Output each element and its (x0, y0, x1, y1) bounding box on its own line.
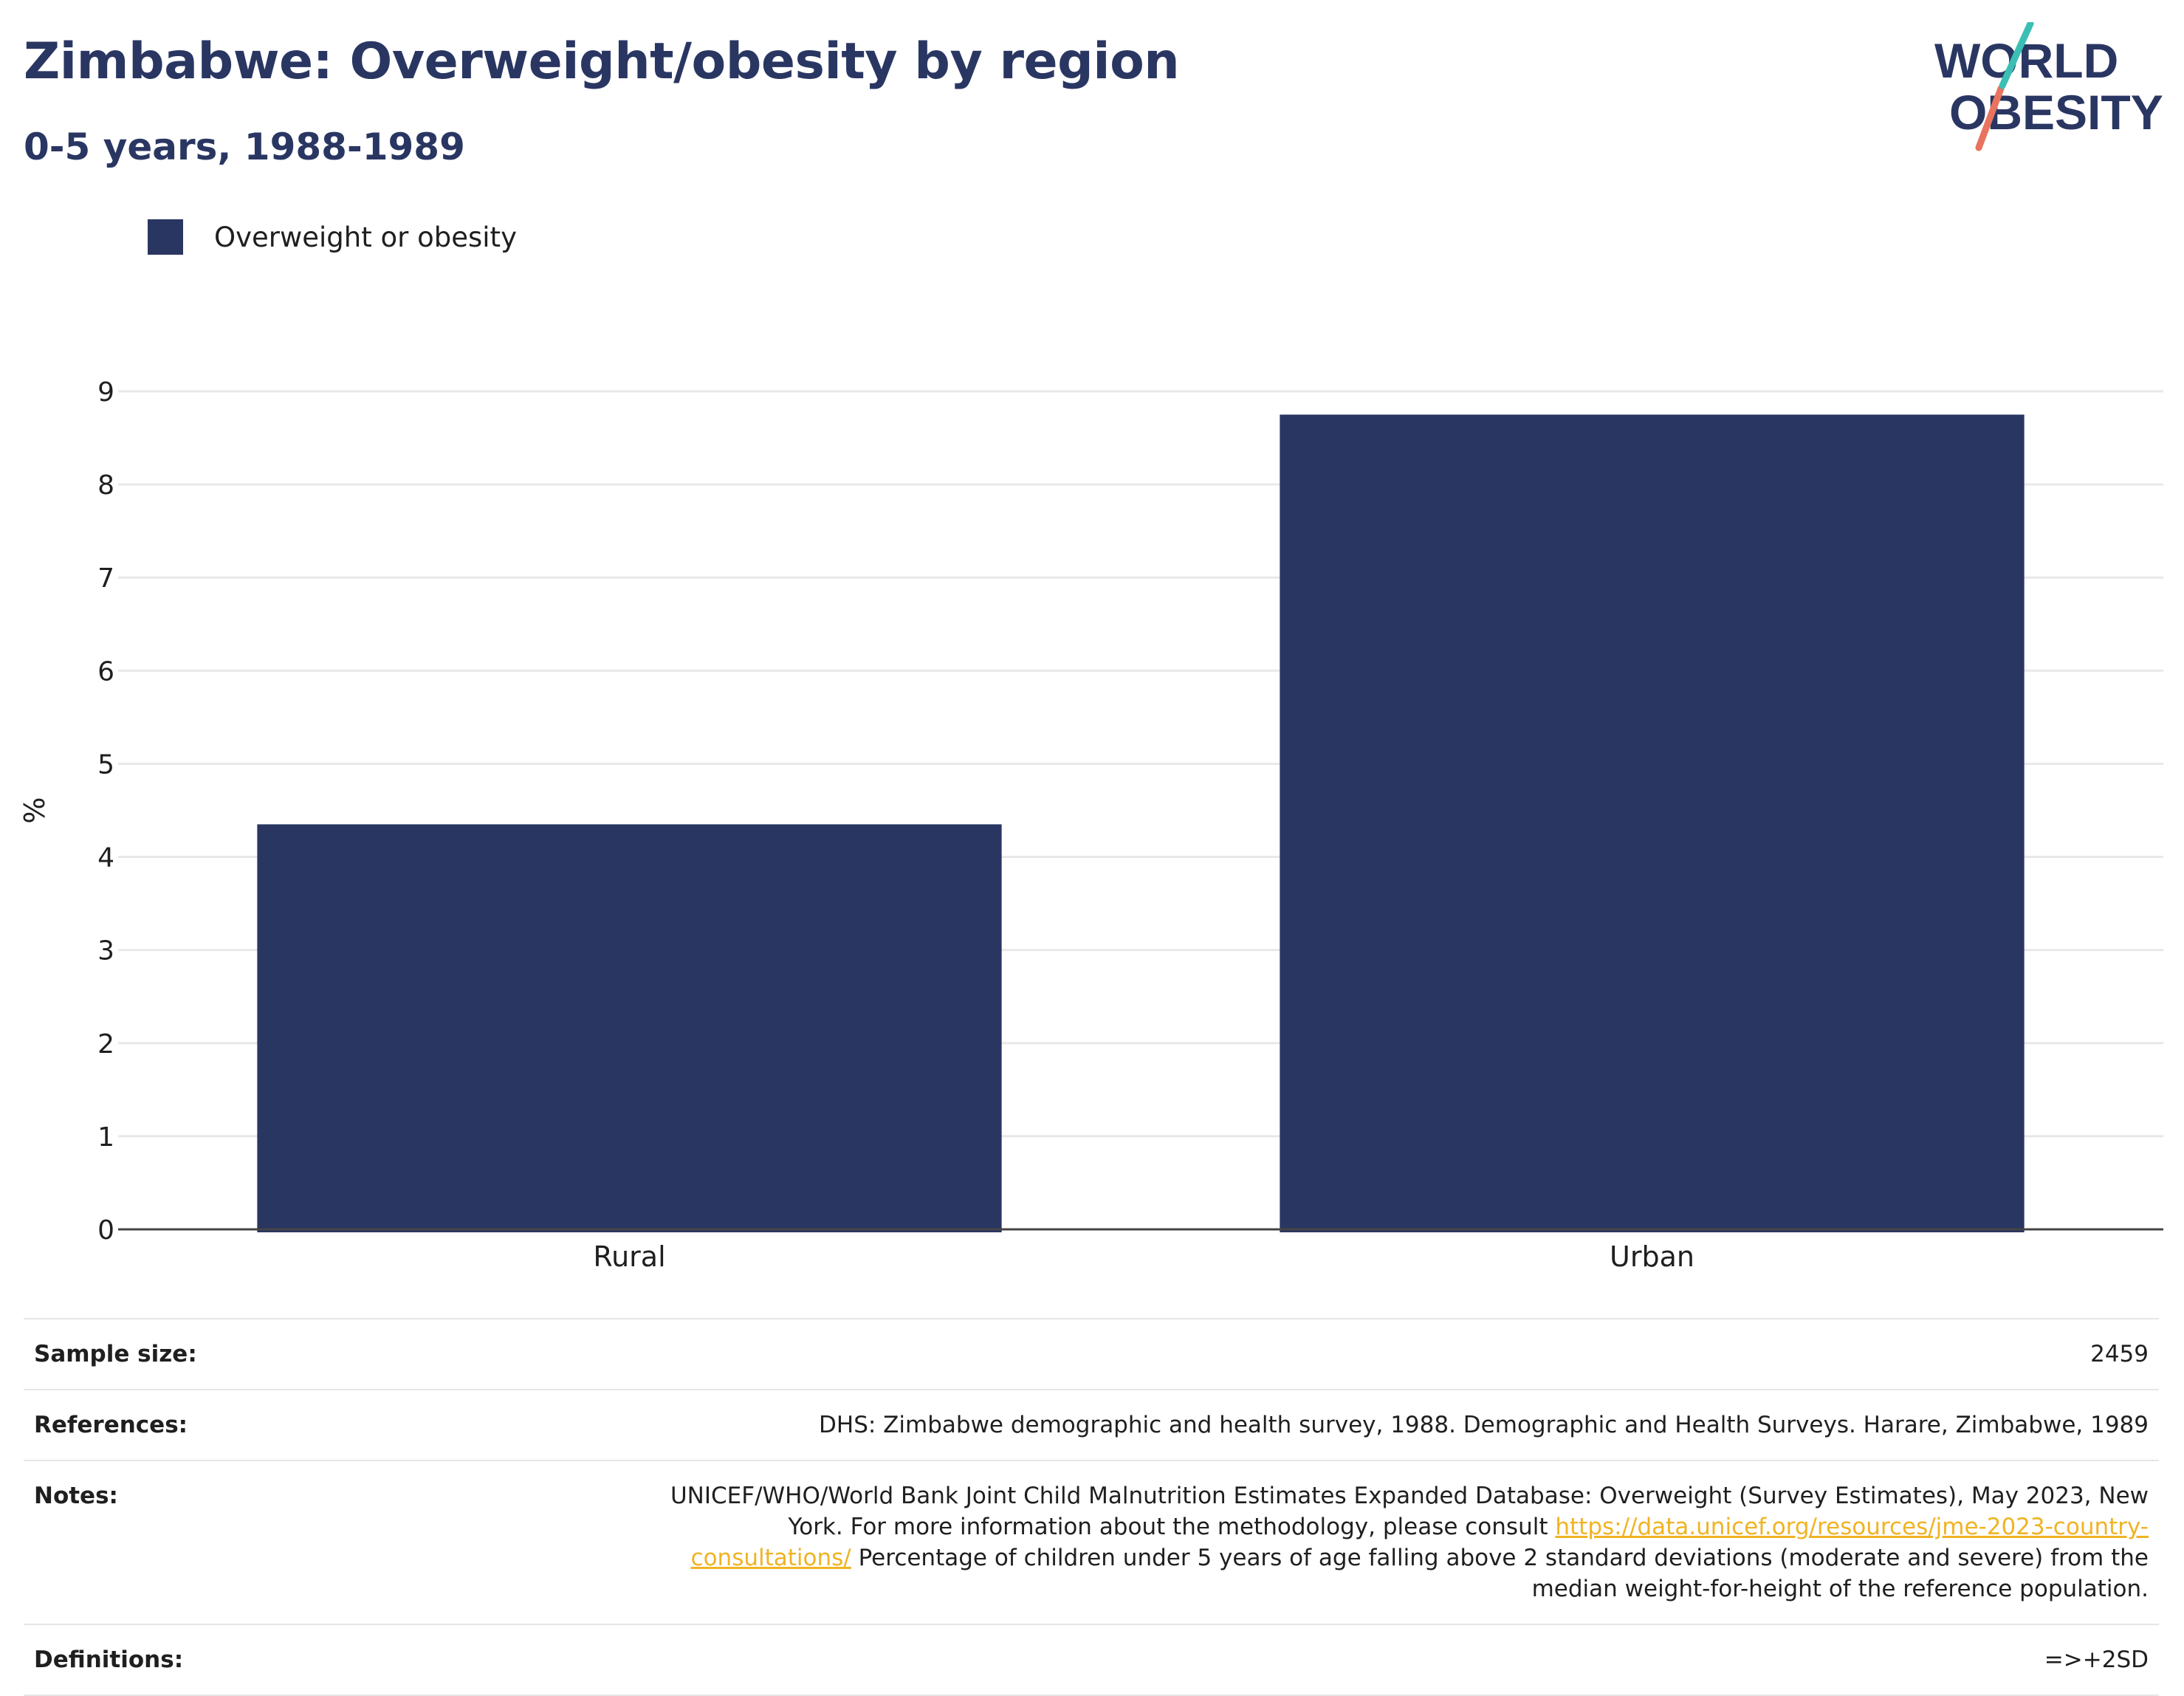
y-axis-ticks: 0 1 2 3 4 5 6 7 8 9 (97, 377, 114, 1246)
logo-line2: OBESITY (1949, 85, 2163, 140)
notes-link[interactable]: https://data.unicef.org/resources/jme-20… (690, 1514, 2149, 1571)
logo-slash-bottom (1975, 85, 2005, 151)
chart-subtitle: 0-5 years, 1988-1989 (24, 126, 465, 168)
sample-size-row: Sample size: 2459 (24, 1318, 2159, 1389)
y-tick-label: 8 (97, 470, 114, 501)
y-tick-label: 2 (97, 1029, 114, 1060)
notes-label: Notes: (34, 1483, 118, 1509)
notes-row: Notes: UNICEF/WHO/World Bank Joint Child… (24, 1460, 2159, 1624)
y-tick-label: 9 (97, 377, 114, 408)
definitions-label: Definitions: (34, 1647, 184, 1673)
notes-text-2: Percentage of children under 5 years of … (851, 1545, 2149, 1602)
references-value: DHS: Zimbabwe demographic and health sur… (819, 1412, 2149, 1438)
y-tick-label: 1 (97, 1122, 114, 1153)
x-tick-label: Urban (1610, 1240, 1694, 1273)
x-tick-label: Rural (593, 1240, 665, 1273)
chart-title: Zimbabwe: Overweight/obesity by region (24, 32, 1180, 91)
sample-size-value: 2459 (2090, 1341, 2149, 1367)
y-tick-label: 0 (97, 1215, 114, 1246)
bar-urban[interactable] (1280, 414, 2025, 1232)
notes-value: UNICEF/WHO/World Bank Joint Child Malnut… (635, 1480, 2149, 1604)
references-row: References: DHS: Zimbabwe demographic an… (24, 1389, 2159, 1460)
world-obesity-logo: WORLD OBESITY (1934, 22, 2163, 151)
notes-text-1: UNICEF/WHO/World Bank Joint Child Malnut… (670, 1483, 2149, 1540)
legend-label: Overweight or obesity (214, 221, 517, 253)
y-tick-label: 5 (97, 749, 114, 780)
y-tick-label: 4 (97, 843, 114, 873)
metadata-table: Sample size: 2459 References: DHS: Zimba… (24, 1318, 2159, 1696)
definitions-row: Definitions: =>+2SD (24, 1624, 2159, 1696)
y-axis-label: % (18, 797, 51, 823)
legend[interactable]: Overweight or obesity (148, 219, 517, 255)
definitions-value: =>+2SD (2044, 1647, 2149, 1673)
y-tick-label: 7 (97, 563, 114, 594)
logo-slash-top (1999, 22, 2034, 89)
references-label: References: (34, 1412, 188, 1438)
x-axis-ticks: Rural Urban (593, 1240, 1694, 1273)
bar-rural[interactable] (257, 824, 1002, 1232)
y-tick-label: 3 (97, 936, 114, 967)
sample-size-label: Sample size: (34, 1341, 197, 1367)
bar-chart: 0 1 2 3 4 5 6 7 8 9 Rural Urban % (18, 377, 2163, 1273)
y-tick-label: 6 (97, 656, 114, 687)
bars (257, 414, 2025, 1232)
logo-line1: WORLD (1934, 33, 2118, 88)
legend-swatch (148, 219, 183, 255)
